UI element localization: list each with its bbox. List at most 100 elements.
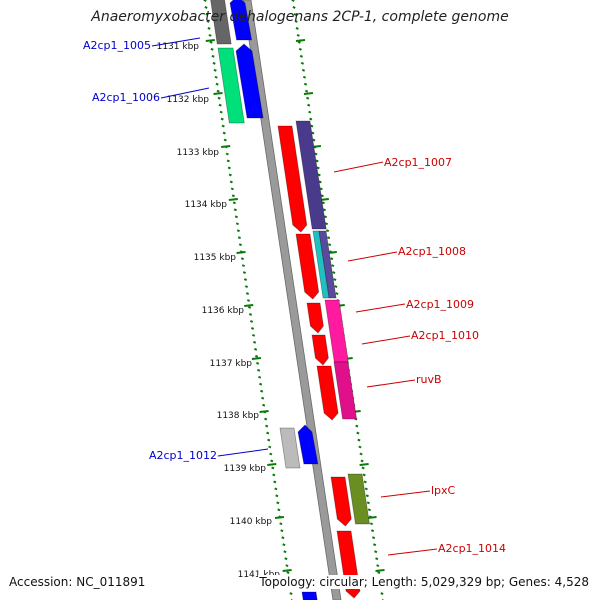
tick-dot-right: [377, 571, 381, 575]
tick-dot-left: [280, 529, 284, 533]
tick-dot-left: [234, 215, 238, 219]
major-tick-left: [221, 145, 231, 148]
tick-dot-left: [241, 264, 246, 268]
tick-dot-left: [259, 382, 263, 386]
label-leader-line: [217, 448, 269, 457]
label-leader-line: [387, 548, 438, 556]
tick-dot-left: [230, 187, 234, 191]
tick-dot-right: [365, 494, 369, 498]
major-tick-left: [259, 410, 269, 413]
tick-dot-right: [360, 459, 364, 463]
tick-dot-left: [257, 368, 261, 372]
tick-dot-right: [357, 438, 361, 442]
scale-label: 1133 kbp: [177, 148, 220, 158]
map-title: Anaeromyxobacter dehalogenans 2CP-1, com…: [91, 9, 509, 25]
tick-dot-left: [275, 494, 279, 498]
tick-dot-left: [284, 557, 288, 561]
tick-dot-left: [269, 452, 273, 456]
gene-arrow-fwd: [229, 0, 253, 41]
gene-arrow-rev: [277, 125, 308, 233]
tick-dot-left: [247, 306, 252, 309]
tick-dot-right: [311, 131, 315, 135]
tick-dot-right: [302, 75, 307, 79]
feature-label-fwd: A2cp1_1005: [83, 39, 151, 52]
gene-arrow-rev: [330, 476, 352, 527]
tick-dot-right: [326, 236, 331, 240]
tick-dot-right: [294, 20, 298, 23]
feature-labels: A2cp1_1005 A2cp1_1006 A2cp1_1012 A2cp1_1007…: [83, 39, 506, 555]
major-tick-left: [282, 569, 292, 572]
cog-box: [217, 47, 245, 124]
tick-dot-right: [293, 13, 297, 16]
tick-dot-left: [267, 438, 271, 442]
tick-dot-right: [364, 487, 368, 491]
cog-box: [318, 230, 337, 299]
feature-label-rev: ruvB: [416, 373, 442, 386]
tick-dot-right: [376, 564, 380, 568]
tick-dot-left: [223, 138, 227, 142]
tick-dot-right: [371, 536, 376, 540]
scale-label: 1139 kbp: [224, 464, 267, 474]
tick-dot-right: [314, 152, 318, 156]
tick-dot-right: [358, 445, 362, 449]
tick-dot-right: [325, 229, 330, 233]
tick-dot-left: [229, 180, 233, 184]
tick-dot-right: [301, 68, 306, 72]
major-tick-left: [213, 92, 223, 95]
tick-dot-right: [319, 187, 323, 191]
scale-label: 1131 kbp: [157, 42, 200, 52]
tick-dot-left: [242, 271, 247, 275]
tick-dot-left: [265, 424, 269, 428]
scale-label: 1137 kbp: [210, 359, 253, 369]
major-tick-left: [267, 463, 277, 466]
tick-dot-right: [320, 194, 324, 198]
tick-dot-left: [272, 473, 276, 477]
gene-arrow-fwd: [235, 43, 264, 119]
tick-dot-left: [251, 333, 256, 337]
tick-dot-left: [207, 26, 211, 30]
major-tick-right: [303, 92, 314, 95]
label-leader-line: [366, 379, 416, 388]
tick-dot-left: [205, 13, 209, 16]
tick-dot-left: [240, 257, 245, 261]
tick-dot-left: [232, 201, 236, 205]
tick-dot-left: [212, 61, 216, 65]
feature-label-fwd: A2cp1_1012: [149, 449, 217, 462]
tick-dot-right: [335, 292, 339, 295]
tick-dot-left: [235, 222, 239, 226]
tick-dot-left: [262, 403, 266, 407]
tick-dot-left: [261, 396, 265, 400]
tick-dot-right: [328, 243, 332, 247]
tick-dot-left: [210, 47, 214, 51]
gene-arrow-rev: [306, 302, 324, 334]
tick-dot-left: [252, 340, 257, 344]
tick-dot-right: [303, 82, 308, 86]
scale-label: 1134 kbp: [185, 200, 228, 210]
backbone: [242, 0, 342, 600]
tick-dot-left: [279, 522, 283, 526]
feature-label-fwd: A2cp1_1006: [92, 91, 160, 104]
gene-arrow-rev: [316, 365, 339, 421]
tick-dot-left: [255, 354, 259, 358]
label-leader-line: [160, 87, 210, 99]
tick-dot-left: [211, 54, 215, 58]
tick-dot-left: [244, 285, 249, 288]
backbone-line: [242, 0, 342, 600]
tick-dot-right: [333, 278, 337, 281]
tick-dot-left: [219, 110, 223, 114]
tick-dot-left: [215, 82, 219, 86]
tick-dot-right: [367, 508, 371, 512]
tick-dot-right: [359, 452, 363, 456]
tick-dot-right: [306, 96, 310, 100]
tick-dot-left: [258, 375, 262, 379]
tick-dot-right: [291, 0, 295, 2]
tick-dot-left: [220, 117, 224, 121]
tick-dot-left: [225, 152, 229, 156]
tick-dot-right: [298, 47, 302, 51]
gene-arrows: [229, 0, 361, 600]
tick-dot-right: [300, 61, 305, 65]
tick-dot-left: [226, 159, 230, 163]
tick-dot-right: [317, 173, 321, 177]
tick-dot-right: [305, 89, 309, 93]
